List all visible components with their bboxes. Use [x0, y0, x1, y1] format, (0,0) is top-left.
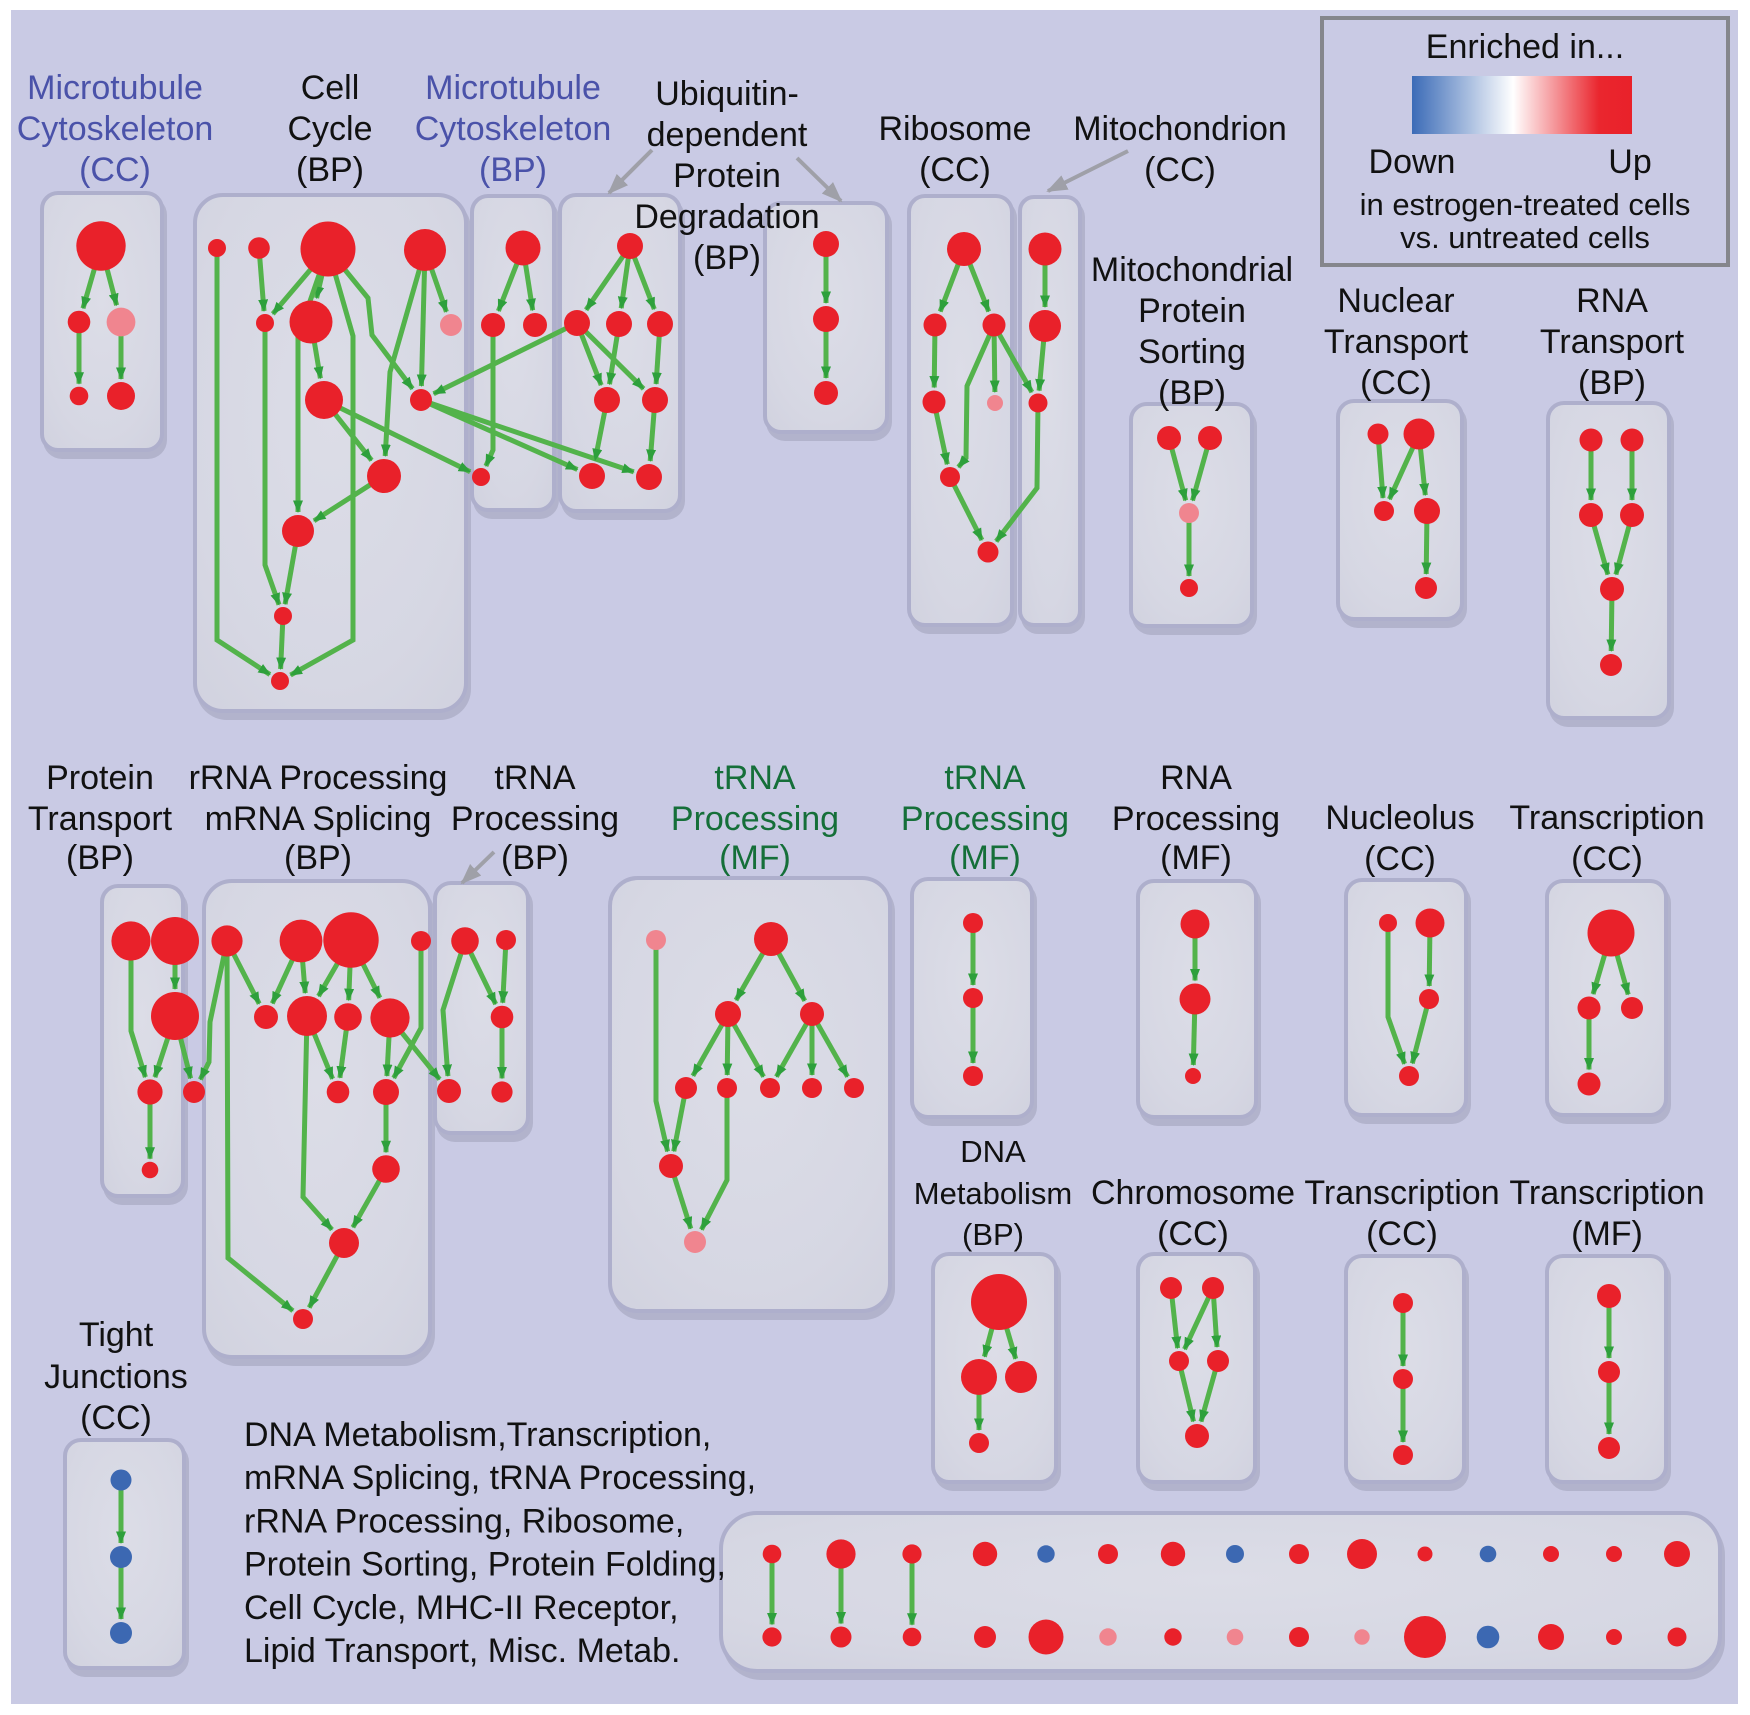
svg-text:Transport: Transport [28, 800, 173, 838]
svg-text:(MF): (MF) [1160, 839, 1232, 877]
svg-text:rRNA Processing, Ribosome,: rRNA Processing, Ribosome, [244, 1502, 684, 1540]
svg-text:Ubiquitin-: Ubiquitin- [655, 75, 799, 113]
svg-text:tRNA: tRNA [714, 759, 796, 797]
svg-text:RNA: RNA [1160, 759, 1232, 797]
svg-text:Cytoskeleton: Cytoskeleton [415, 110, 612, 148]
svg-text:(MF): (MF) [949, 839, 1021, 877]
svg-text:Ribosome: Ribosome [878, 110, 1031, 148]
svg-text:Mitochondrion: Mitochondrion [1073, 110, 1287, 148]
svg-text:in estrogen-treated cells: in estrogen-treated cells [1360, 187, 1691, 222]
svg-text:(CC): (CC) [80, 1399, 152, 1437]
svg-text:tRNA: tRNA [494, 759, 576, 797]
svg-text:Cytoskeleton: Cytoskeleton [17, 110, 214, 148]
svg-text:(BP): (BP) [501, 839, 569, 877]
svg-text:Cell Cycle, MHC-II Receptor,: Cell Cycle, MHC-II Receptor, [244, 1589, 679, 1627]
svg-text:DNA Metabolism,Transcription,: DNA Metabolism,Transcription, [244, 1416, 711, 1454]
svg-text:Transport: Transport [1540, 323, 1685, 361]
svg-text:Chromosome: Chromosome [1091, 1174, 1295, 1212]
svg-text:Down: Down [1369, 143, 1456, 181]
svg-text:Processing: Processing [451, 800, 619, 838]
svg-text:Processing: Processing [1112, 800, 1280, 838]
svg-text:Enriched in...: Enriched in... [1426, 28, 1624, 66]
svg-text:(BP): (BP) [296, 151, 364, 189]
svg-text:Protein: Protein [673, 157, 781, 195]
svg-text:(MF): (MF) [1571, 1215, 1643, 1253]
svg-text:(CC): (CC) [79, 151, 151, 189]
svg-text:(CC): (CC) [1360, 364, 1432, 402]
svg-text:(BP): (BP) [479, 151, 547, 189]
svg-text:(CC): (CC) [919, 151, 991, 189]
svg-text:(CC): (CC) [1157, 1215, 1229, 1253]
svg-text:vs. untreated cells: vs. untreated cells [1400, 220, 1650, 255]
svg-text:Junctions: Junctions [44, 1358, 188, 1396]
svg-text:(MF): (MF) [719, 839, 791, 877]
svg-text:(BP): (BP) [962, 1217, 1024, 1252]
svg-text:(BP): (BP) [1158, 374, 1226, 412]
svg-text:(CC): (CC) [1366, 1215, 1438, 1253]
svg-text:(BP): (BP) [693, 239, 761, 277]
svg-text:Tight: Tight [79, 1316, 154, 1354]
svg-text:dependent: dependent [647, 116, 808, 154]
svg-text:Sorting: Sorting [1138, 333, 1246, 371]
svg-text:Transcription: Transcription [1304, 1174, 1499, 1212]
svg-text:Protein Sorting, Protein Foldi: Protein Sorting, Protein Folding, [244, 1546, 726, 1584]
svg-text:(CC): (CC) [1364, 840, 1436, 878]
svg-text:(BP): (BP) [284, 839, 352, 877]
svg-text:Mitochondrial: Mitochondrial [1091, 251, 1293, 289]
svg-text:Nucleolus: Nucleolus [1325, 799, 1474, 837]
svg-text:DNA: DNA [960, 1134, 1026, 1169]
svg-text:Nuclear: Nuclear [1337, 282, 1454, 320]
svg-text:RNA: RNA [1576, 282, 1648, 320]
svg-text:Processing: Processing [671, 800, 839, 838]
svg-text:Lipid Transport, Misc. Metab.: Lipid Transport, Misc. Metab. [244, 1632, 681, 1670]
svg-text:tRNA: tRNA [944, 759, 1026, 797]
svg-text:rRNA Processing: rRNA Processing [189, 759, 448, 797]
svg-text:Transcription: Transcription [1509, 799, 1704, 837]
svg-text:(CC): (CC) [1571, 840, 1643, 878]
svg-text:Protein: Protein [46, 759, 154, 797]
svg-text:(CC): (CC) [1144, 151, 1216, 189]
svg-text:mRNA Splicing: mRNA Splicing [205, 800, 432, 838]
svg-text:Protein: Protein [1138, 292, 1246, 330]
svg-text:(BP): (BP) [1578, 364, 1646, 402]
svg-text:mRNA Splicing, tRNA Processing: mRNA Splicing, tRNA Processing, [244, 1459, 756, 1497]
svg-text:Up: Up [1608, 143, 1651, 181]
svg-text:Cell: Cell [301, 69, 360, 107]
svg-text:Degradation: Degradation [634, 198, 819, 236]
svg-text:Transcription: Transcription [1509, 1174, 1704, 1212]
svg-text:Cycle: Cycle [287, 110, 372, 148]
svg-text:Microtubule: Microtubule [425, 69, 601, 107]
svg-text:Microtubule: Microtubule [27, 69, 203, 107]
svg-text:Transport: Transport [1324, 323, 1469, 361]
svg-text:(BP): (BP) [66, 839, 134, 877]
svg-text:Processing: Processing [901, 800, 1069, 838]
svg-text:Metabolism: Metabolism [914, 1176, 1073, 1211]
